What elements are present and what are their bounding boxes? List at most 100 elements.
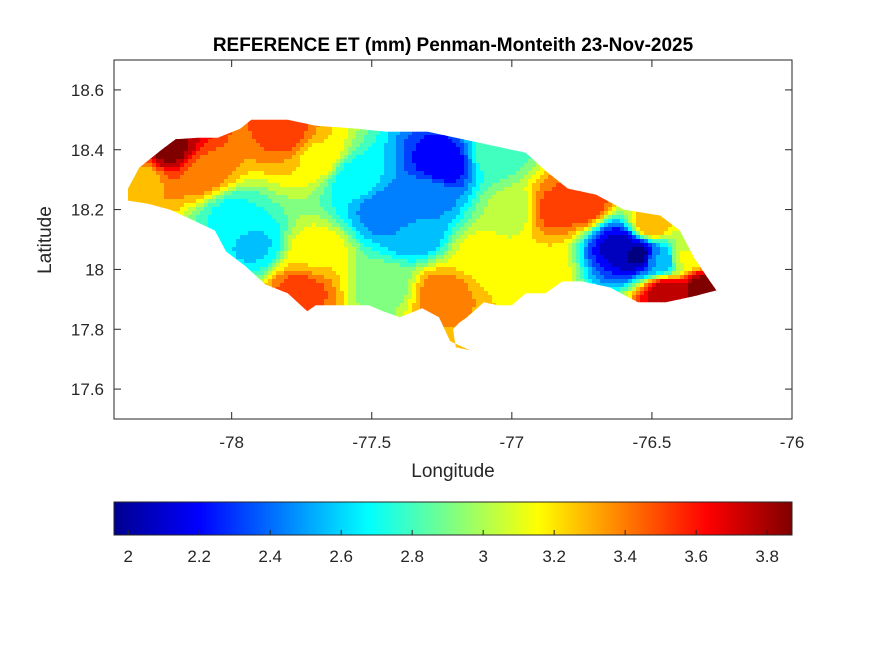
et-cell xyxy=(288,131,293,136)
et-cell xyxy=(420,271,425,276)
et-cell xyxy=(288,195,293,200)
et-cell xyxy=(276,263,281,268)
et-cell xyxy=(320,131,325,136)
et-cell xyxy=(316,231,321,236)
et-cell xyxy=(268,243,273,248)
et-cell xyxy=(324,259,329,264)
et-cell xyxy=(328,255,333,260)
et-cell xyxy=(428,143,433,148)
et-cell xyxy=(360,275,365,280)
et-cell xyxy=(452,231,457,236)
et-cell xyxy=(400,223,405,228)
et-cell xyxy=(268,147,273,152)
et-cell xyxy=(352,183,357,188)
et-cell xyxy=(180,211,185,216)
et-cell xyxy=(392,135,397,140)
et-cell xyxy=(356,303,361,308)
et-cell xyxy=(464,259,469,264)
et-cell xyxy=(264,183,269,188)
et-cell xyxy=(216,215,221,220)
et-cell xyxy=(240,235,245,240)
et-cell xyxy=(212,159,217,164)
et-cell xyxy=(452,315,457,320)
et-cell xyxy=(392,143,397,148)
et-cell xyxy=(256,247,261,252)
et-cell xyxy=(348,199,353,204)
et-cell xyxy=(420,287,425,292)
et-cell xyxy=(464,239,469,244)
et-cell xyxy=(368,275,373,280)
et-cell xyxy=(224,211,229,216)
et-cell xyxy=(240,127,245,132)
et-cell xyxy=(400,311,405,316)
et-cell xyxy=(420,291,425,296)
et-cell xyxy=(332,219,337,224)
et-cell xyxy=(408,219,413,224)
et-cell xyxy=(404,143,409,148)
et-cell xyxy=(464,203,469,208)
et-cell xyxy=(384,155,389,160)
et-cell xyxy=(236,179,241,184)
et-cell xyxy=(268,283,273,288)
et-cell xyxy=(320,263,325,268)
et-cell xyxy=(332,271,337,276)
et-cell xyxy=(448,307,453,312)
et-cell xyxy=(360,167,365,172)
et-cell xyxy=(452,279,457,284)
et-cell xyxy=(368,267,373,272)
et-cell xyxy=(460,311,465,316)
et-cell xyxy=(468,163,473,168)
et-cell xyxy=(460,315,465,320)
et-cell xyxy=(352,175,357,180)
et-cell xyxy=(396,159,401,164)
et-cell xyxy=(208,175,213,180)
et-cell xyxy=(284,151,289,156)
et-cell xyxy=(464,183,469,188)
et-cell xyxy=(404,207,409,212)
et-cell xyxy=(284,131,289,136)
et-cell xyxy=(320,203,325,208)
et-cell xyxy=(420,239,425,244)
et-cell xyxy=(428,275,433,280)
et-cell xyxy=(380,271,385,276)
et-cell xyxy=(308,275,313,280)
et-cell xyxy=(272,275,277,280)
et-cell xyxy=(228,207,233,212)
et-cell xyxy=(188,207,193,212)
et-cell xyxy=(340,203,345,208)
et-cell xyxy=(384,223,389,228)
et-cell xyxy=(300,283,305,288)
et-cell xyxy=(300,187,305,192)
et-cell xyxy=(220,175,225,180)
et-cell xyxy=(352,231,357,236)
et-cell xyxy=(268,267,273,272)
et-cell xyxy=(308,219,313,224)
et-cell xyxy=(456,223,461,228)
et-cell xyxy=(304,127,309,132)
et-cell xyxy=(216,147,221,152)
et-cell xyxy=(376,283,381,288)
et-cell xyxy=(356,223,361,228)
et-cell xyxy=(412,163,417,168)
et-cell xyxy=(416,167,421,172)
et-cell xyxy=(192,171,197,176)
et-cell xyxy=(400,259,405,264)
et-cell xyxy=(300,183,305,188)
et-cell xyxy=(356,211,361,216)
et-cell xyxy=(356,159,361,164)
et-cell xyxy=(396,247,401,252)
et-cell xyxy=(220,187,225,192)
et-cell xyxy=(404,135,409,140)
et-cell xyxy=(432,235,437,240)
et-cell xyxy=(204,183,209,188)
et-cell xyxy=(148,187,153,192)
et-cell xyxy=(424,167,429,172)
et-cell xyxy=(460,215,465,220)
et-cell xyxy=(240,231,245,236)
et-cell xyxy=(280,251,285,256)
et-cell xyxy=(400,199,405,204)
et-cell xyxy=(288,199,293,204)
et-cell xyxy=(332,135,337,140)
et-cell xyxy=(264,123,269,128)
et-cell xyxy=(424,159,429,164)
